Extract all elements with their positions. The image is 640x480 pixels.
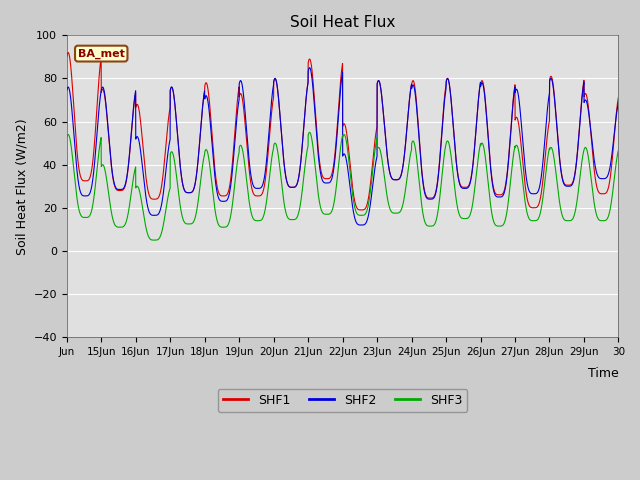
Legend: SHF1, SHF2, SHF3: SHF1, SHF2, SHF3 [218, 389, 467, 412]
Text: Time: Time [588, 367, 618, 380]
Text: BA_met: BA_met [78, 48, 125, 59]
Y-axis label: Soil Heat Flux (W/m2): Soil Heat Flux (W/m2) [15, 118, 28, 254]
Title: Soil Heat Flux: Soil Heat Flux [290, 15, 396, 30]
